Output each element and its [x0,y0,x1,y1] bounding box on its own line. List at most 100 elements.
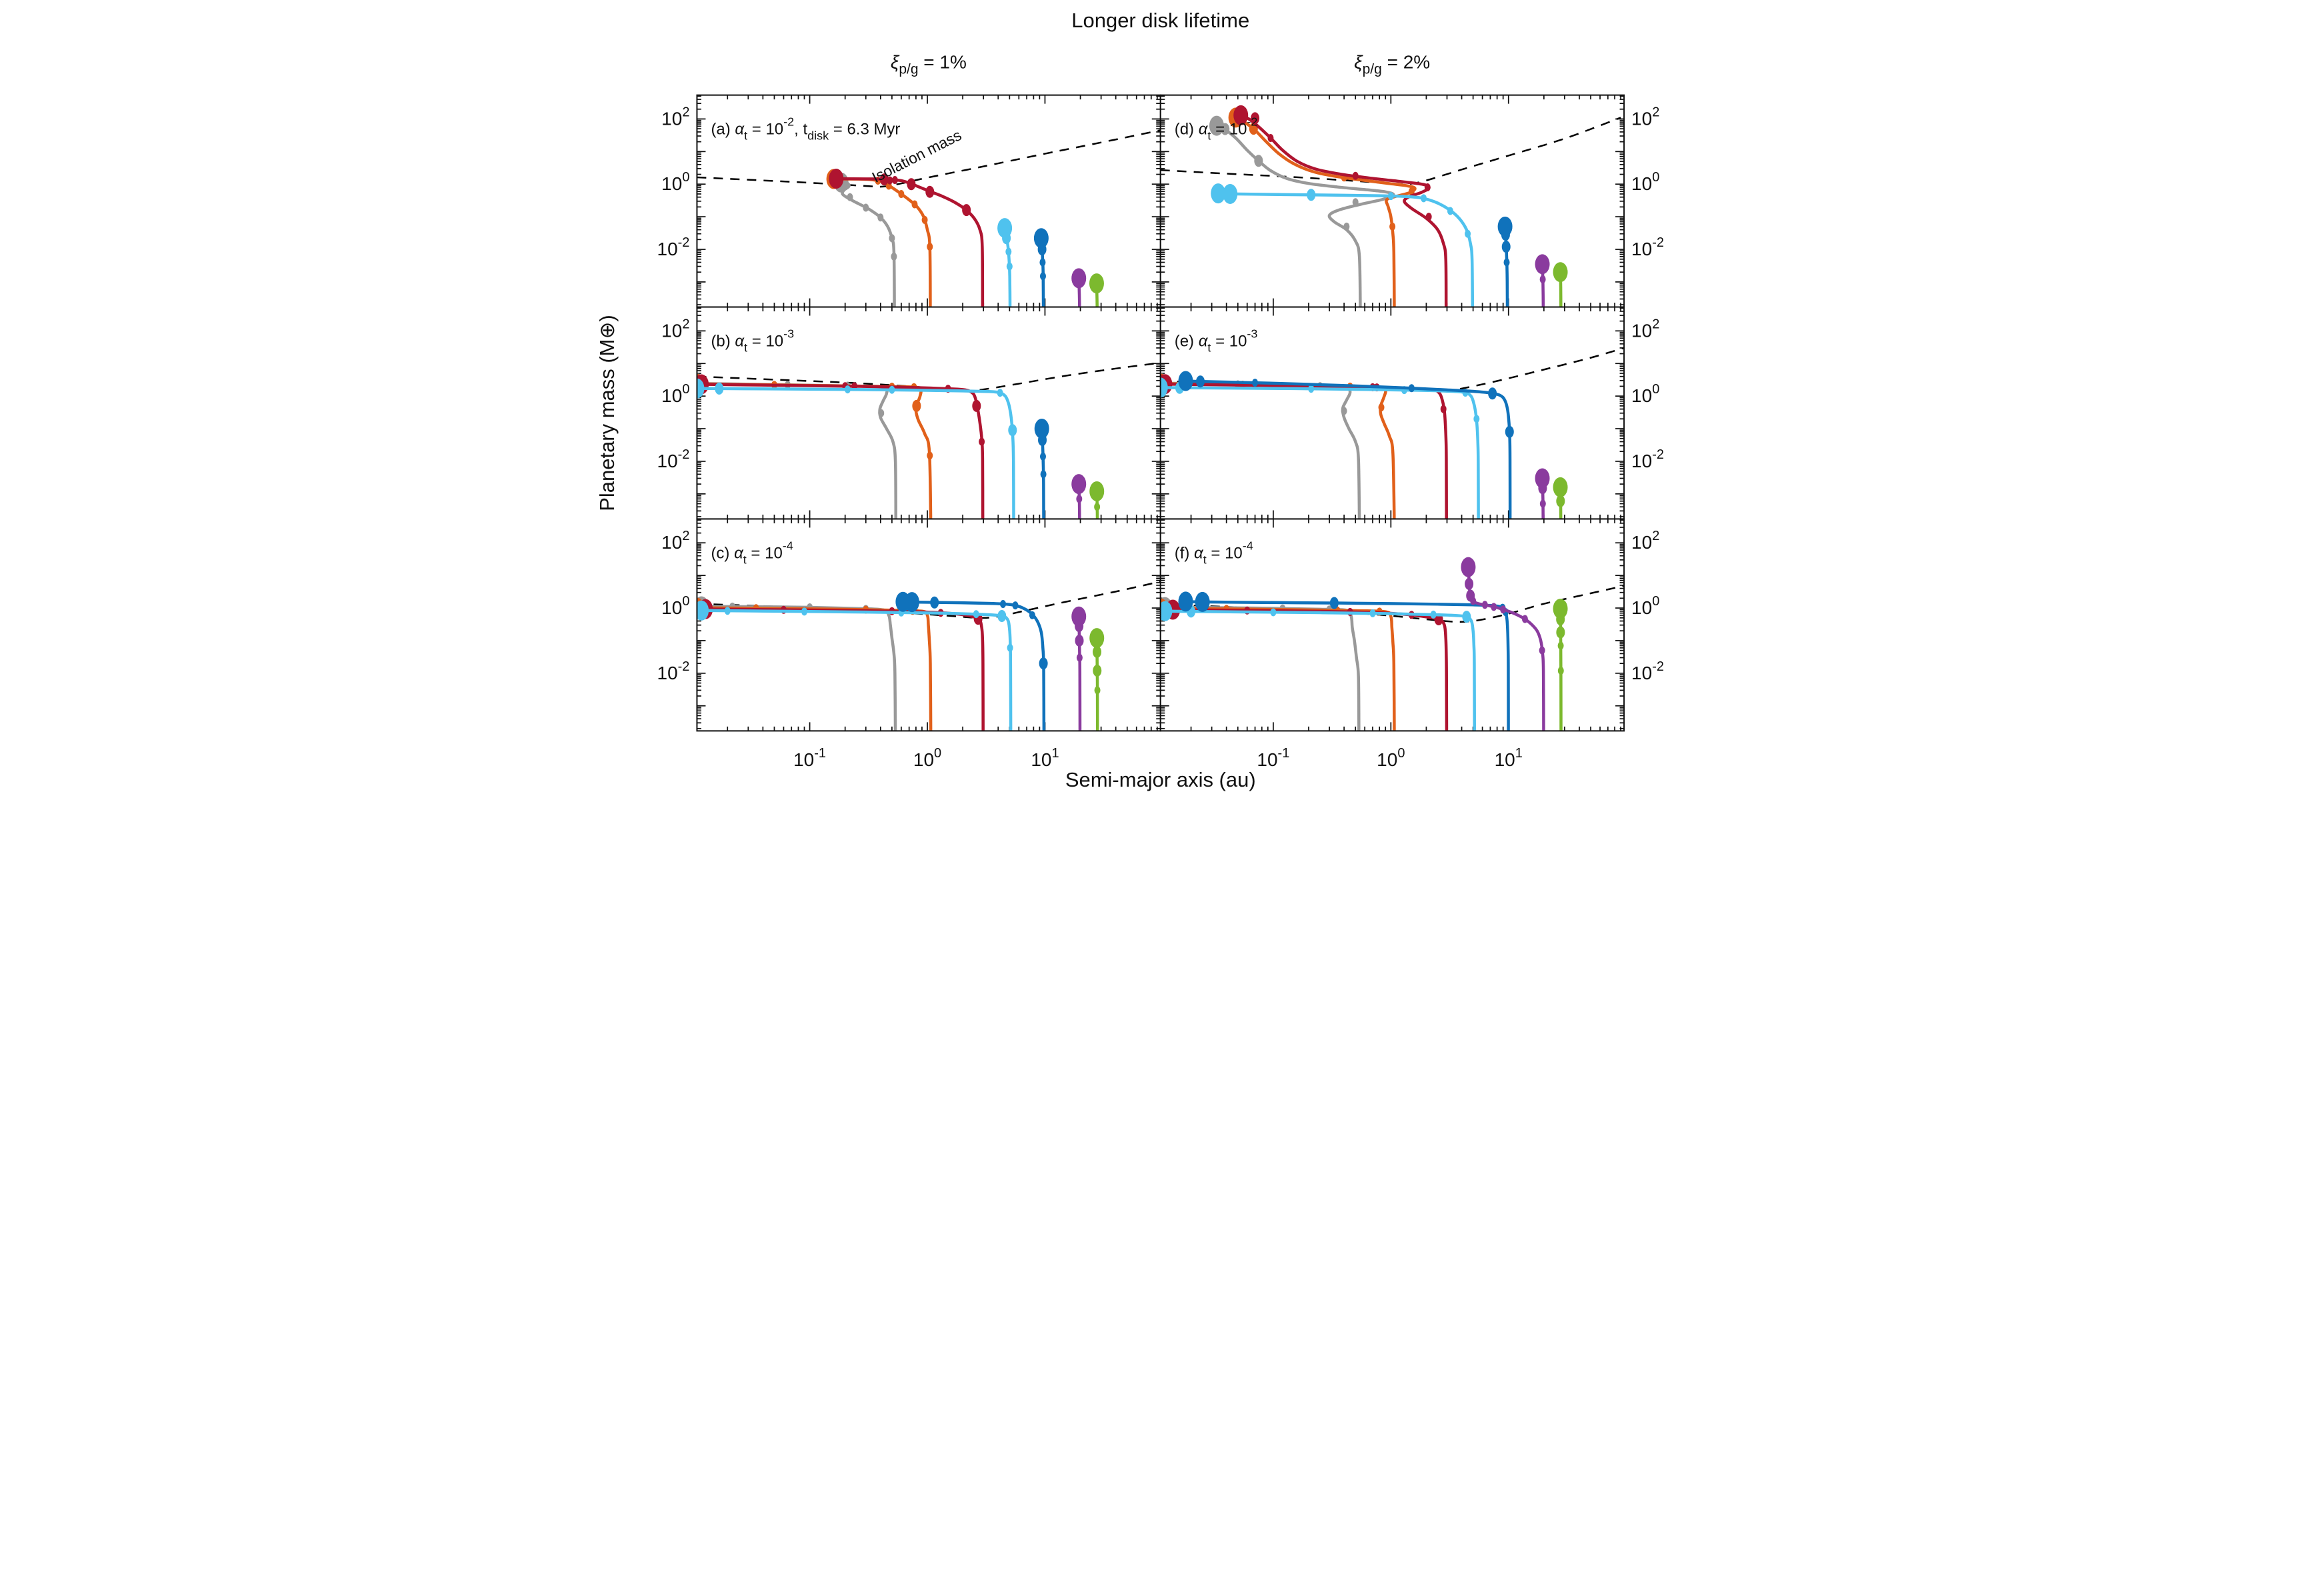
marker [1029,611,1035,619]
marker [1006,262,1013,271]
xi-symbol: ξ [891,52,900,73]
plot-canvas: Longer disk lifetime ξp/g = 1% ξp/g = 2%… [595,9,1664,791]
x-tick-label: 101 [1495,746,1523,770]
marker [1352,171,1359,180]
y-tick-label: 10-2 [657,235,690,259]
marker [1461,557,1476,577]
series-lightblue-track [1215,191,1475,307]
marker [879,173,889,186]
marker [724,607,731,615]
marker [1408,187,1415,196]
series-blue-markers [1034,419,1049,479]
marker [1535,468,1550,489]
marker [1341,407,1347,415]
marker [1424,183,1431,191]
marker [847,193,853,201]
marker [972,399,981,412]
marker [843,181,850,189]
marker [930,596,939,609]
marker [1308,385,1315,393]
series-purple-markers [1071,474,1087,503]
marker [1539,275,1546,284]
series-green-markers [1553,599,1568,675]
marker [1178,591,1193,612]
marker [844,385,851,394]
y-tick-label: 100 [661,382,689,406]
marker [1039,272,1046,281]
series-purple-markers [1535,254,1550,284]
marker [1195,591,1210,612]
marker [927,243,933,251]
marker [1440,405,1447,413]
marker [1535,254,1550,275]
marker [891,176,898,185]
isolation-mass-line [1160,117,1621,185]
marker [1430,610,1437,619]
marker [829,169,844,189]
series-red-track [1239,113,1448,307]
x-tick-label: 10-1 [1257,746,1289,770]
series-lightblue-markers [997,218,1013,271]
panel-ticks [697,519,1161,731]
marker [1378,403,1385,412]
panels-group: (a) αt = 10-2, tdisk = 6.3 MyrIsolation … [657,94,1664,770]
y-tick-label: 10-2 [1631,235,1664,259]
marker [1307,189,1316,201]
marker [1329,597,1339,609]
panel-ticks [697,95,1161,307]
marker [925,185,935,198]
marker [997,609,1007,622]
marker [1470,597,1477,605]
panel-label-b: (b) αt = 10-3 [711,327,794,355]
marker [1075,620,1084,633]
marker [1039,657,1048,670]
marker [1093,664,1102,677]
marker [1233,105,1249,125]
marker [1387,192,1394,201]
marker [1369,609,1376,617]
marker [979,437,985,446]
series-lightblue-markers [697,378,1017,437]
panel-label-f: (f) αt = 10-4 [1175,539,1253,566]
series-purple-markers [1535,468,1550,508]
marker [1420,194,1427,203]
figure: Longer disk lifetime ξp/g = 1% ξp/g = 2%… [581,0,1741,798]
y-tick-label: 102 [661,105,689,129]
y-tick-label: 10-2 [657,659,690,683]
column-header-1: ξp/g = 1% [891,52,967,77]
series-red-markers [829,169,971,217]
marker [907,178,916,191]
marker [889,234,895,243]
series-red-markers [1233,105,1432,221]
marker [1040,470,1047,479]
series-blue-markers [1178,591,1509,617]
series-blue-markers [1497,216,1513,267]
marker [1501,229,1510,241]
series-blue-markers [895,591,1048,670]
y-tick-label: 102 [661,317,689,341]
marker [1075,634,1084,647]
marker [887,176,893,185]
marker [1071,474,1087,495]
y-tick-label: 100 [1631,170,1659,194]
y-tick-label: 10-2 [1631,659,1664,683]
marker [1094,686,1101,695]
marker [1039,452,1046,461]
series-green-markers [1089,273,1104,294]
marker [1033,228,1049,249]
marker [1503,258,1510,267]
marker [1076,653,1083,662]
marker [1501,241,1511,253]
panel-ticks [1160,95,1625,307]
marker [1425,213,1432,221]
marker [1539,646,1545,655]
marker [1071,606,1087,627]
marker [878,409,885,417]
marker [1557,641,1564,650]
marker [997,389,1003,397]
marker [1034,419,1049,439]
series-blue-markers [1178,371,1514,438]
marker [912,399,921,412]
marker [1037,243,1047,256]
marker [1089,628,1105,649]
